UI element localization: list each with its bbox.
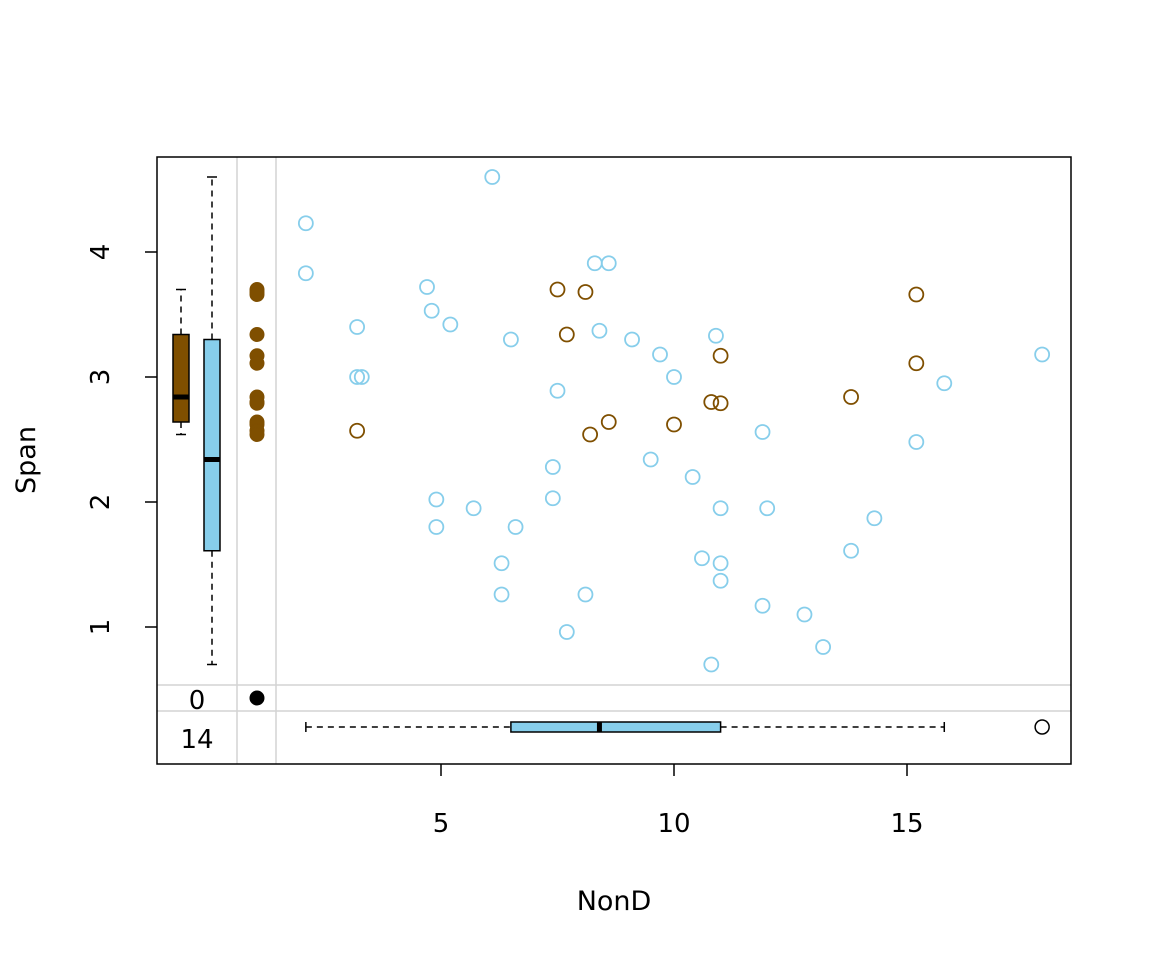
data-point <box>759 500 776 517</box>
data-point <box>419 279 435 295</box>
y-tick-label: 3 <box>86 369 116 386</box>
axis-ticks: 5 10 15 1 2 3 4 <box>86 244 924 839</box>
missing-data-point <box>712 395 729 412</box>
data-point <box>712 555 729 572</box>
margin-point <box>249 355 265 371</box>
boxplot-box <box>510 721 722 733</box>
boxplot-box <box>203 338 221 552</box>
data-point <box>866 510 883 527</box>
missing-count-label: 0 <box>189 686 206 716</box>
data-point <box>558 624 575 640</box>
reference-lines <box>157 157 1071 764</box>
y-tick-label: 2 <box>86 494 116 511</box>
missing-data-point <box>600 414 617 430</box>
data-point <box>484 169 501 185</box>
data-point <box>652 346 668 363</box>
data-point <box>502 331 519 348</box>
x-tick-label: 5 <box>433 809 450 839</box>
y-axis-title: Span <box>11 426 42 494</box>
data-point <box>754 597 771 614</box>
data-point <box>349 319 366 335</box>
x-tick-label: 10 <box>657 809 690 839</box>
data-point <box>666 369 682 385</box>
missing-data-point <box>558 326 575 343</box>
data-point <box>297 215 314 232</box>
data-point <box>712 572 729 589</box>
plot-frame <box>156 156 1072 765</box>
data-point <box>577 586 594 603</box>
x-tick-label: 15 <box>890 809 923 839</box>
data-point <box>465 500 482 517</box>
data-point <box>423 302 440 319</box>
data-point <box>703 656 720 673</box>
data-point <box>349 369 366 385</box>
data-point <box>624 331 640 348</box>
data-point <box>1034 346 1051 363</box>
data-point <box>712 500 729 517</box>
data-point <box>708 327 724 344</box>
both-missing-point <box>249 690 265 706</box>
data-point <box>544 459 561 475</box>
data-point <box>493 555 510 572</box>
missing-count-total: 14 <box>180 725 213 755</box>
missing-data-point <box>712 347 729 364</box>
missing-data-point <box>577 284 594 300</box>
missing-data-point <box>843 389 859 405</box>
data-point <box>694 550 710 567</box>
missing-data-point <box>908 355 925 372</box>
data-point <box>297 265 314 282</box>
data-point <box>442 316 459 333</box>
y-tick-label: 4 <box>86 244 116 261</box>
data-point <box>684 469 701 485</box>
boxplots <box>172 176 1050 735</box>
data-point <box>493 586 510 603</box>
data-point <box>908 434 925 450</box>
margin-point <box>249 395 265 411</box>
data-points <box>249 169 1051 706</box>
data-point <box>428 519 445 535</box>
margin-point <box>249 287 265 302</box>
margin-point <box>249 327 265 342</box>
boxplot-box <box>172 333 190 423</box>
data-point <box>843 542 859 559</box>
missing-data-point <box>666 416 682 433</box>
missing-data-point <box>349 422 366 439</box>
missing-data-point <box>703 394 720 410</box>
data-point <box>591 322 608 339</box>
missing-data-point <box>549 281 566 298</box>
margin-point <box>249 427 265 442</box>
y-tick-label: 1 <box>86 619 116 636</box>
data-point <box>549 382 566 399</box>
boxplot-outlier <box>1034 719 1050 735</box>
data-point <box>936 375 953 392</box>
missing-data-point <box>908 286 925 303</box>
data-point <box>586 255 603 272</box>
data-point <box>507 519 524 535</box>
data-point <box>428 491 445 508</box>
data-point <box>642 451 659 468</box>
data-point <box>544 490 561 507</box>
data-point <box>353 369 370 385</box>
data-point <box>815 639 832 655</box>
data-point <box>600 255 617 272</box>
data-point <box>754 424 771 440</box>
x-axis-title: NonD <box>577 886 652 917</box>
data-point <box>796 606 813 623</box>
missing-data-point <box>582 426 599 443</box>
